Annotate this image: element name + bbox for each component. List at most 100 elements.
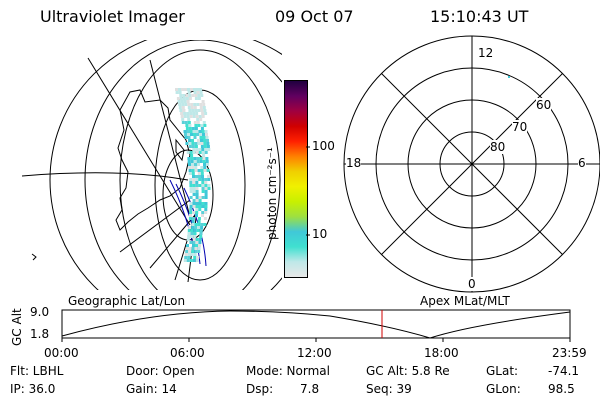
aurora-pixel <box>204 130 208 133</box>
glon-label: GLon: <box>486 382 521 396</box>
aurora-pixel <box>197 97 201 100</box>
polar-label-80: 80 <box>490 140 506 154</box>
aurora-pixel <box>197 226 201 229</box>
aurora-pixel <box>195 181 199 184</box>
glat-label: GLat: <box>486 364 519 378</box>
xtick-0600: 06:00 <box>170 346 205 360</box>
aurora-pixel <box>196 118 200 121</box>
ip-label: IP: 36.0 <box>10 382 56 396</box>
meridian-line <box>87 57 191 226</box>
aurora-pixel <box>187 229 191 232</box>
aurora-pixel <box>189 112 193 115</box>
aurora-pixel <box>192 241 196 244</box>
aurora-pixel <box>191 142 195 145</box>
aurora-pixel <box>188 163 191 166</box>
aurora-pixel <box>183 259 187 262</box>
aurora-pixel <box>193 235 197 238</box>
timeline-ymin: 1.8 <box>30 327 50 341</box>
aurora-pixel <box>199 88 202 91</box>
aurora-pixel <box>178 91 182 94</box>
aurora-pixel <box>197 94 201 97</box>
aurora-pixel <box>192 244 195 247</box>
aurora-pixel <box>181 106 185 109</box>
aurora-pixel <box>190 253 194 256</box>
aurora-pixel <box>191 166 195 169</box>
door-label: Door: Open <box>126 364 195 378</box>
timeline-right-title: Apex MLat/MLT <box>420 294 510 308</box>
aurora-pixel <box>184 121 188 124</box>
aurora-pixel <box>195 208 199 211</box>
aurora-pixel <box>195 202 199 205</box>
aurora-pixel <box>204 184 208 187</box>
aurora-pixel <box>193 232 197 235</box>
aurora-pixel <box>185 247 189 250</box>
aurora-pixel <box>188 217 192 220</box>
aurora-pixel <box>192 199 196 202</box>
aurora-pixel <box>187 133 190 136</box>
glon-value: 98.5 <box>548 382 575 396</box>
aurora-pixel <box>196 133 199 136</box>
aurora-pixel <box>180 100 184 103</box>
aurora-pixel <box>196 88 199 91</box>
aurora-pixel <box>185 124 189 127</box>
aurora-pixel <box>204 196 208 199</box>
aurora-pixel <box>189 151 193 154</box>
aurora-pixel <box>204 181 208 184</box>
aurora-pixel <box>203 145 207 148</box>
aurora-pixel <box>197 169 201 172</box>
aurora-pixel <box>191 139 194 142</box>
aurora-pixel <box>204 187 208 190</box>
aurora-pixel <box>192 151 196 154</box>
aurora-pixel <box>197 250 201 253</box>
aurora-pixel <box>195 205 199 208</box>
aurora-pixel <box>193 160 197 163</box>
aurora-pixel <box>189 178 193 181</box>
time-label: 15:10:43 UT <box>430 7 529 26</box>
continent-outline <box>115 89 191 231</box>
aurora-pixel <box>198 244 201 247</box>
aurora-pixel <box>205 133 208 136</box>
aurora-pixel <box>193 229 197 232</box>
aurora-pixel <box>198 196 202 199</box>
aurora-pixel <box>203 109 207 112</box>
island-outline <box>175 138 185 162</box>
aurora-pixel <box>189 202 193 205</box>
aurora-pixel <box>187 256 191 259</box>
aurora-pixel <box>200 109 204 112</box>
aurora-pixel <box>189 196 193 199</box>
aurora-pixel <box>201 151 205 154</box>
aurora-pixel <box>200 124 204 127</box>
aurora-pixel <box>196 160 200 163</box>
aurora-pixel <box>183 115 187 118</box>
aurora-pixel <box>188 145 192 148</box>
aurora-pixel <box>175 91 179 94</box>
instrument-title: Ultraviolet Imager <box>40 7 185 26</box>
polar-label-60: 60 <box>536 98 552 112</box>
aurora-pixel <box>199 232 203 235</box>
aurora-pixel <box>202 154 206 157</box>
aurora-pixel <box>197 217 201 220</box>
aurora-pixel <box>192 112 196 115</box>
aurora-pixel <box>194 247 198 250</box>
aurora-pixel <box>200 142 204 145</box>
aurora-pixel <box>199 160 203 163</box>
aurora-pixel <box>193 103 197 106</box>
aurora-pixel <box>177 100 181 103</box>
aurora-pixel <box>199 157 203 160</box>
aurora-pixel <box>204 112 208 115</box>
aurora-pixel <box>204 148 208 151</box>
aurora-pixel <box>202 160 206 163</box>
aurora-pixel <box>203 166 207 169</box>
aurora-pixel <box>193 253 197 256</box>
aurora-pixel <box>184 256 188 259</box>
aurora-pixel <box>187 253 191 256</box>
aurora-pixel <box>191 217 195 220</box>
auroral-band <box>175 88 211 262</box>
aurora-pixel <box>190 160 194 163</box>
aurora-pixel <box>193 256 197 259</box>
aurora-pixel <box>179 94 183 97</box>
aurora-pixel <box>183 112 187 115</box>
aurora-pixel <box>196 103 200 106</box>
aurora-pixel <box>188 97 192 100</box>
